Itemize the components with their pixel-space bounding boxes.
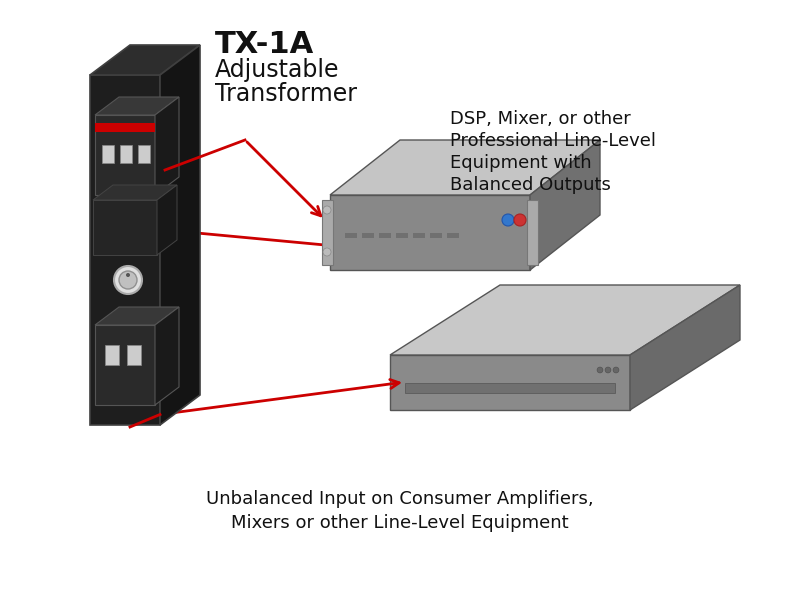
Polygon shape [345, 233, 357, 238]
Polygon shape [95, 307, 179, 325]
Polygon shape [138, 145, 150, 163]
Circle shape [323, 206, 331, 214]
Polygon shape [390, 355, 630, 410]
Polygon shape [322, 200, 333, 265]
Circle shape [605, 367, 611, 373]
Polygon shape [447, 233, 459, 238]
Polygon shape [90, 75, 160, 425]
Polygon shape [120, 145, 132, 163]
Polygon shape [95, 325, 155, 405]
Polygon shape [430, 233, 442, 238]
Polygon shape [157, 185, 177, 255]
Polygon shape [105, 345, 119, 365]
Circle shape [514, 214, 526, 226]
Text: Equipment with: Equipment with [450, 154, 592, 172]
Polygon shape [530, 140, 600, 270]
Polygon shape [160, 45, 200, 425]
Text: Unbalanced Input on Consumer Amplifiers,: Unbalanced Input on Consumer Amplifiers, [206, 490, 594, 508]
Polygon shape [396, 233, 408, 238]
Polygon shape [95, 123, 155, 132]
Polygon shape [379, 233, 391, 238]
Circle shape [119, 271, 137, 289]
Text: TX-1A: TX-1A [215, 30, 314, 59]
Polygon shape [93, 200, 157, 255]
Polygon shape [90, 45, 200, 75]
Polygon shape [330, 140, 600, 195]
Text: Mixers or other Line-Level Equipment: Mixers or other Line-Level Equipment [231, 514, 569, 532]
Circle shape [323, 248, 331, 256]
Polygon shape [413, 233, 425, 238]
Polygon shape [127, 345, 141, 365]
Polygon shape [155, 97, 179, 195]
Text: Transformer: Transformer [215, 82, 357, 106]
Polygon shape [362, 233, 374, 238]
Polygon shape [390, 285, 740, 355]
Polygon shape [330, 195, 530, 270]
Circle shape [597, 367, 603, 373]
Text: Balanced Outputs: Balanced Outputs [450, 176, 611, 194]
Polygon shape [405, 383, 615, 393]
Circle shape [126, 273, 130, 277]
Polygon shape [95, 97, 179, 115]
Circle shape [114, 266, 142, 294]
Polygon shape [155, 307, 179, 405]
Text: Adjustable: Adjustable [215, 58, 339, 82]
Polygon shape [95, 115, 155, 195]
Polygon shape [93, 185, 177, 200]
Circle shape [502, 214, 514, 226]
Text: DSP, Mixer, or other: DSP, Mixer, or other [450, 110, 630, 128]
Text: Professional Line-Level: Professional Line-Level [450, 132, 656, 150]
Polygon shape [527, 200, 538, 265]
Circle shape [613, 367, 619, 373]
Polygon shape [102, 145, 114, 163]
Polygon shape [630, 285, 740, 410]
